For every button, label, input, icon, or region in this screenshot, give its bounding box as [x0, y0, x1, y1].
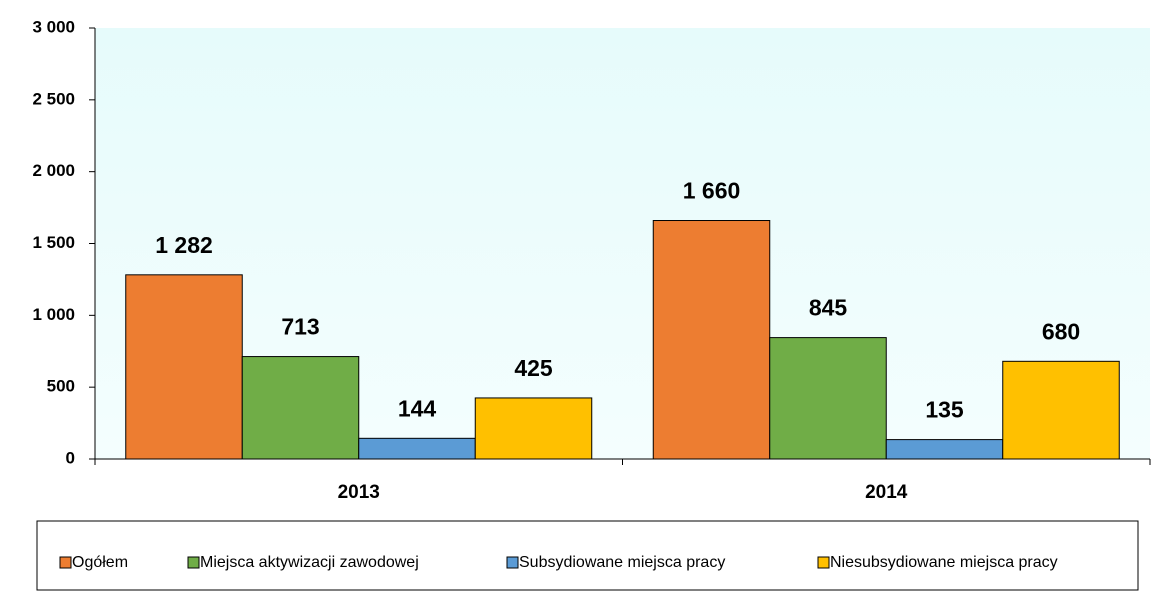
bar — [652, 220, 771, 460]
bar — [474, 397, 593, 460]
legend-swatch — [59, 556, 72, 569]
legend-label: Subsydiowane miejsca pracy — [519, 554, 725, 571]
legend-swatch — [187, 556, 200, 569]
legend-label: Niesubsydiowane miejsca pracy — [830, 554, 1058, 571]
value-label: 845 — [809, 295, 848, 321]
y-tick-label: 1 500 — [32, 233, 75, 252]
value-label: 1 660 — [683, 178, 741, 204]
value-label: 135 — [925, 397, 964, 423]
x-tick-label: 2014 — [865, 482, 908, 503]
bar — [125, 274, 243, 460]
legend-swatch — [817, 556, 830, 569]
bar — [1002, 360, 1120, 460]
legend-label: Miejsca aktywizacji zawodowej — [200, 554, 419, 571]
value-label: 713 — [281, 314, 319, 340]
y-tick-label: 500 — [47, 377, 75, 396]
value-label: 144 — [398, 395, 437, 421]
y-tick-label: 3 000 — [32, 17, 75, 36]
bar — [885, 439, 1004, 460]
legend-box — [36, 520, 1139, 591]
value-label: 1 282 — [155, 232, 213, 258]
x-tick-label: 2013 — [338, 482, 380, 503]
y-tick-label: 2 000 — [32, 161, 75, 180]
y-tick-label: 2 500 — [32, 89, 75, 108]
value-label: 680 — [1042, 318, 1080, 344]
y-tick-label: 1 000 — [32, 305, 75, 324]
bar — [769, 337, 887, 460]
legend-swatch — [506, 556, 519, 569]
bar — [358, 437, 476, 460]
y-tick-label: 0 — [66, 448, 75, 467]
legend-label: Ogółem — [72, 554, 128, 571]
value-label: 425 — [514, 355, 553, 381]
bar — [241, 356, 360, 460]
